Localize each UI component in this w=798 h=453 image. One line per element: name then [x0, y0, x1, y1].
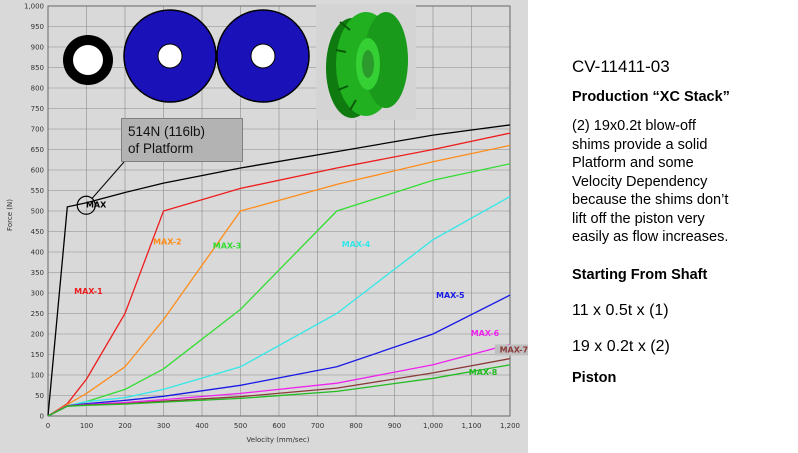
- y-tick-label: 150: [31, 351, 44, 359]
- y-tick-label: 950: [31, 23, 44, 31]
- chart-panel: 0 100 200 300 400 500 600 700 800 900 1,000 1,100 1,…: [0, 0, 528, 453]
- x-tick-label: 400: [195, 422, 208, 430]
- callout-leader: [76, 161, 125, 215]
- series-line-max-1: [47, 132, 511, 417]
- y-tick-label: 100: [31, 372, 44, 380]
- series-label-max-1: MAX-1: [74, 287, 103, 296]
- series-label-max-8: MAX-8: [469, 368, 498, 377]
- x-axis-title: Velocity (mm/sec): [247, 436, 310, 444]
- series-label-max-3: MAX-3: [213, 242, 242, 251]
- x-tick-label: 700: [311, 422, 324, 430]
- y-tick-label: 400: [31, 249, 44, 257]
- series-line-max-4: [47, 196, 511, 417]
- series-line-max-8: [47, 364, 511, 417]
- y-tick-label: 200: [31, 331, 44, 339]
- y-tick-label: 650: [31, 146, 44, 154]
- series-label-max-6: MAX-6: [471, 329, 500, 338]
- x-tick-label: 0: [46, 422, 50, 430]
- y-tick-label: 900: [31, 44, 44, 52]
- y-tick-label: 700: [31, 126, 44, 134]
- platform-callout: 514N (116lb) of Platform: [121, 118, 243, 162]
- stack-subheading: Starting From Shaft: [572, 267, 708, 283]
- y-tick-label: 350: [31, 269, 44, 277]
- series-line-max-2: [47, 144, 511, 417]
- x-tick-label: 1,200: [500, 422, 520, 430]
- stack-description: (2) 19x0.2t blow-off shims provide a sol…: [572, 118, 729, 245]
- series-lines: [47, 124, 511, 417]
- x-tick-label: 600: [272, 422, 285, 430]
- callout-line-1: 514N (116lb): [128, 124, 206, 139]
- stack-line-2: 19 x 0.2t x (2): [572, 338, 670, 355]
- y-tick-label: 250: [31, 310, 44, 318]
- y-tick-label: 0: [40, 413, 44, 421]
- x-tick-label: 100: [80, 422, 93, 430]
- series-label-max-4: MAX-4: [342, 240, 371, 249]
- series-label-box: [494, 344, 528, 356]
- plot-frame: [47, 5, 511, 417]
- y-tick-label: 50: [35, 392, 44, 400]
- piston-label: Piston: [572, 370, 617, 386]
- stack-heading: Production “XC Stack”: [572, 89, 730, 105]
- shim-ring-large-icon: [216, 9, 310, 103]
- series-label-max-2: MAX-2: [153, 238, 182, 247]
- part-number: CV-11411-03: [572, 57, 670, 76]
- series-label-max-7: MAX-7: [500, 345, 528, 354]
- series-line-max: [47, 124, 511, 417]
- x-tick-label: 1,000: [423, 422, 443, 430]
- force-velocity-chart: 0 100 200 300 400 500 600 700 800 900 1,000 1,100 1,…: [6, 2, 528, 444]
- y-tick-label: 500: [31, 208, 44, 216]
- y-tick-label: 600: [31, 167, 44, 175]
- series-label-max: MAX: [86, 201, 107, 210]
- shim-ring-large-icon: [123, 9, 217, 103]
- x-tick-label: 300: [157, 422, 170, 430]
- piston-3d-image: [316, 4, 416, 120]
- x-tick-label: 500: [234, 422, 247, 430]
- tick-labels: 0 100 200 300 400 500 600 700 800 900 1,000 1,100 1,…: [24, 3, 520, 431]
- x-tick-label: 1,100: [461, 422, 481, 430]
- x-tick-label: 200: [118, 422, 131, 430]
- x-tick-label: 900: [388, 422, 401, 430]
- stack-line-1: 11 x 0.5t x (1): [572, 302, 669, 319]
- y-tick-label: 550: [31, 187, 44, 195]
- y-tick-label: 450: [31, 228, 44, 236]
- y-tick-label: 800: [31, 85, 44, 93]
- y-tick-label: 1,000: [24, 3, 44, 11]
- y-axis-title: Force (N): [6, 199, 14, 231]
- y-tick-label: 750: [31, 105, 44, 113]
- series-label-max-5: MAX-5: [436, 291, 465, 300]
- y-tick-label: 300: [31, 290, 44, 298]
- callout-line-2: of Platform: [128, 141, 194, 156]
- x-tick-label: 800: [349, 422, 362, 430]
- y-tick-label: 850: [31, 64, 44, 72]
- shim-ring-small-icon: [63, 35, 113, 85]
